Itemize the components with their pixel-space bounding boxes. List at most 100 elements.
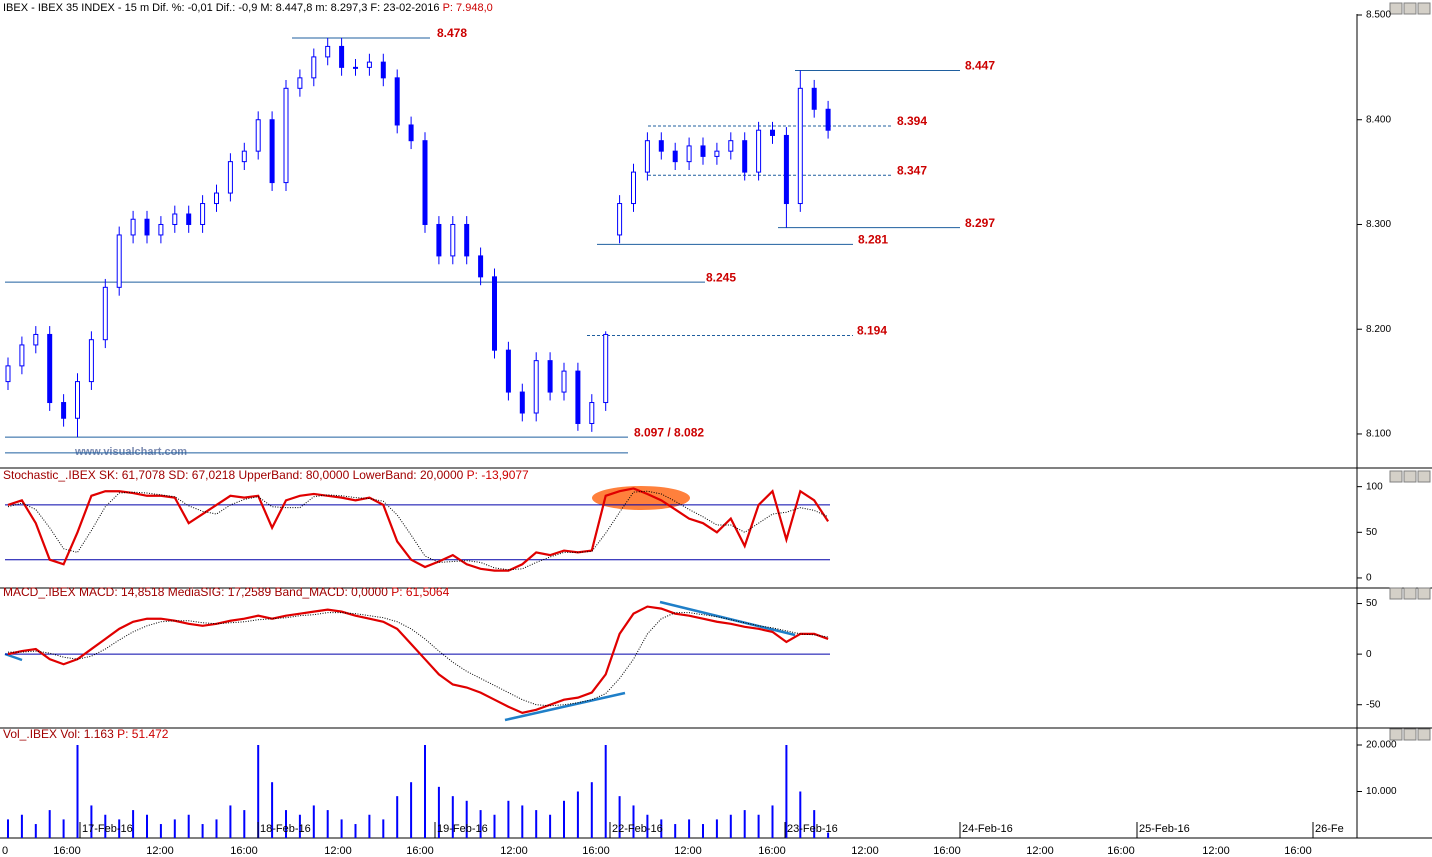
x-tick-label: 12:00 [324, 845, 352, 857]
candle-body [61, 402, 67, 419]
candle-body [575, 370, 581, 424]
level-label: 8.194 [857, 324, 887, 338]
volume-bar [632, 805, 635, 838]
x-tick-label: 16:00 [1284, 845, 1312, 857]
macd-title: MACD_.IBEX MACD: 14,8518 MediaSIG: 17,25… [3, 585, 450, 599]
volume-bar [576, 791, 579, 838]
volume-bar [340, 819, 343, 838]
volume-bar [132, 810, 135, 838]
candle-body [533, 360, 539, 414]
volume-bar [646, 814, 649, 838]
candle-body [297, 77, 303, 89]
volume-bar [76, 744, 79, 838]
volume-bar [827, 832, 830, 838]
maximize-button[interactable] [1403, 2, 1417, 15]
x-tick-label: 12:00 [851, 845, 879, 857]
candle-body [464, 223, 470, 257]
volume-bar [424, 744, 426, 838]
volume-bar [396, 796, 399, 838]
candle-body [144, 218, 150, 236]
candle-body [214, 192, 219, 205]
x-tick-label: 16:00 [53, 845, 81, 857]
indicator-line [8, 612, 829, 707]
title-text: Stochastic_.IBEX SK: 61,7078 SD: 67,0218… [3, 468, 464, 482]
minimize-button[interactable] [1389, 587, 1403, 600]
stochastic-title: Stochastic_.IBEX SK: 61,7078 SD: 67,0218… [3, 468, 529, 482]
volume-bar [507, 800, 510, 838]
volume-bar [271, 782, 274, 838]
candle-body [714, 150, 720, 157]
volume-bar [215, 819, 218, 838]
level-label: 8.245 [706, 270, 736, 284]
close-button[interactable] [1417, 587, 1431, 600]
y-tick-label: 8.300 [1366, 219, 1391, 230]
header-text: IBEX - IBEX 35 INDEX - 15 m Dif. %: -0,0… [3, 2, 440, 14]
minimize-button[interactable] [1389, 470, 1403, 483]
title-text: Vol_.IBEX Vol: 1.163 [3, 727, 114, 741]
candle-body [186, 213, 192, 225]
trendline [4, 652, 23, 662]
watermark: www.visualchart.com [74, 446, 187, 458]
candle-body [5, 365, 11, 383]
candle-body [394, 77, 400, 126]
volume-bar [229, 805, 232, 838]
volume-bar [104, 814, 107, 838]
candle-body [797, 87, 803, 205]
candle-body [672, 150, 678, 163]
volume-bar [34, 824, 37, 838]
candle-body [589, 402, 595, 424]
candle-body [102, 286, 108, 341]
volume-bar [118, 819, 121, 838]
candle-body [742, 140, 748, 173]
y-tick-label: 0 [1366, 573, 1372, 584]
volume-bar [90, 805, 93, 838]
volume-bar [173, 819, 176, 838]
minimize-button[interactable] [1389, 2, 1403, 15]
volume-bar [535, 810, 538, 838]
close-button[interactable] [1417, 728, 1431, 741]
volume-bar [479, 810, 482, 838]
candle-body [75, 381, 80, 419]
level-label: 8.347 [897, 163, 927, 177]
volume-bar [62, 819, 65, 838]
maximize-button[interactable] [1403, 470, 1417, 483]
x-tick-label: 12:00 [500, 845, 528, 857]
volume-title: Vol_.IBEX Vol: 1.163 P: 51.472 [3, 727, 169, 741]
candle-body [700, 145, 706, 157]
x-tick-label: 16:00 [230, 845, 258, 857]
volume-bar [549, 814, 552, 838]
volume-bar [799, 791, 802, 838]
level-label: 8.297 [965, 216, 995, 230]
y-tick-label: 8.500 [1366, 10, 1391, 21]
date-label: 22-Feb-16 [612, 823, 663, 835]
volume-bar [382, 819, 385, 838]
candle-body [547, 360, 553, 393]
volume-bar [729, 814, 732, 838]
trendline [504, 691, 626, 722]
minimize-button[interactable] [1389, 728, 1403, 741]
close-button[interactable] [1417, 470, 1431, 483]
candle-body [380, 61, 386, 79]
volume-bar [785, 744, 788, 838]
volume-bar [604, 744, 607, 838]
volume-bar [368, 814, 371, 838]
volume-bar [312, 805, 315, 838]
candle-body [811, 87, 817, 110]
x-tick-label: 12:00 [1202, 845, 1230, 857]
y-tick-label: 50 [1366, 527, 1378, 538]
x-tick-label: 12:00 [674, 845, 702, 857]
volume-bar [771, 805, 774, 838]
candle-body [478, 255, 484, 278]
maximize-button[interactable] [1403, 587, 1417, 600]
close-button[interactable] [1417, 2, 1431, 15]
candle-body [269, 119, 275, 184]
candle-body [283, 87, 289, 184]
candle-body [325, 45, 331, 58]
volume-bar [326, 810, 329, 838]
date-label: 19-Feb-16 [437, 823, 488, 835]
volume-bar [757, 814, 760, 838]
maximize-button[interactable] [1403, 728, 1417, 741]
level-label: 8.097 / 8.082 [634, 425, 704, 439]
y-tick-label: 50 [1366, 598, 1378, 609]
